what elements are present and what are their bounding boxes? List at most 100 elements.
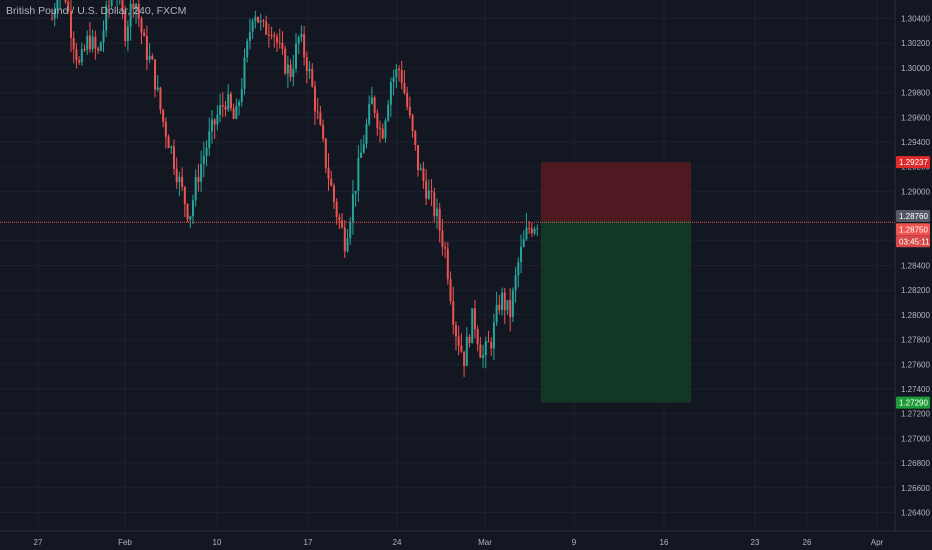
candle <box>376 109 379 136</box>
candle-body <box>349 221 352 239</box>
x-tick-label: 26 <box>803 538 812 547</box>
candle-body <box>162 109 165 122</box>
candle <box>303 25 306 66</box>
candle-body <box>278 42 281 44</box>
candle-body <box>446 248 449 280</box>
candle-body <box>248 31 251 41</box>
candle <box>501 287 504 316</box>
candle <box>281 31 284 55</box>
candle <box>159 86 162 114</box>
candle <box>433 187 436 222</box>
candle <box>156 75 159 92</box>
candle-body <box>503 292 506 311</box>
candle-body <box>457 336 460 346</box>
candle-body <box>346 238 349 252</box>
y-tick-label: 1.27800 <box>901 336 930 345</box>
candle-body <box>72 37 75 50</box>
candle <box>267 23 270 48</box>
y-tick-label: 1.27600 <box>901 360 930 369</box>
candle <box>167 134 170 148</box>
x-tick-label: Mar <box>478 538 492 547</box>
candle-body <box>360 152 363 158</box>
bar-countdown-tag-bg <box>896 235 930 248</box>
candle <box>425 169 428 206</box>
candle <box>51 10 53 21</box>
candle-body <box>389 82 392 105</box>
candle-body <box>471 308 474 343</box>
candle-body <box>189 216 192 220</box>
y-tick-label: 1.26600 <box>901 484 930 493</box>
candle-body <box>208 131 211 148</box>
candle-body <box>159 87 162 110</box>
candle-body <box>107 5 110 7</box>
candle <box>259 13 262 31</box>
candle <box>476 325 479 352</box>
candle <box>452 286 455 335</box>
candle <box>449 271 452 305</box>
candle <box>528 221 531 234</box>
candle-body <box>102 30 105 43</box>
candle-body <box>376 113 379 129</box>
candle <box>484 336 487 369</box>
stop-loss-zone[interactable] <box>541 162 691 222</box>
y-tick-label: 1.29800 <box>901 89 930 98</box>
candle <box>194 169 197 207</box>
x-tick-label: 27 <box>34 538 43 547</box>
candle-body <box>398 68 401 70</box>
candle <box>490 337 493 356</box>
candle-body <box>80 49 83 63</box>
candle-body <box>105 5 108 31</box>
candle <box>107 0 110 19</box>
candle <box>240 78 243 107</box>
candle-body <box>75 49 78 61</box>
candle <box>97 46 100 55</box>
candle <box>430 178 433 207</box>
candle-body <box>197 177 200 182</box>
candle <box>229 91 232 112</box>
candle-body <box>243 57 246 90</box>
candle-body <box>520 246 523 262</box>
candle <box>330 170 333 187</box>
candle <box>414 130 417 151</box>
candle <box>308 61 311 79</box>
candle <box>140 16 143 45</box>
candle <box>495 291 498 326</box>
candle-body <box>476 329 479 345</box>
candle <box>482 344 485 369</box>
candle <box>533 226 536 236</box>
take-profit-zone[interactable] <box>541 221 691 403</box>
candle <box>219 93 222 123</box>
candle <box>411 113 414 138</box>
candle-body <box>78 60 81 63</box>
candle-body <box>525 227 528 240</box>
current-price-tag-label: 1.28750 <box>899 225 928 234</box>
price-axis[interactable]: 1.30400 1.30200 1.30000 1.29800 1.29600 1.294… <box>894 0 932 550</box>
candle-body <box>170 146 173 148</box>
time-axis[interactable]: 27 Feb 10 17 24 Mar 9 16 23 26 Apr <box>0 530 932 547</box>
candle <box>257 16 260 24</box>
candle-body <box>406 93 409 107</box>
candle <box>270 26 273 40</box>
candle-body <box>140 18 143 33</box>
candle-body <box>216 114 219 125</box>
position-zones <box>541 162 691 403</box>
candle <box>208 117 211 156</box>
candle-body <box>422 168 425 181</box>
x-tick-label: Apr <box>871 538 884 547</box>
candle-body <box>262 20 265 22</box>
candle <box>362 134 365 154</box>
y-tick-label: 1.28400 <box>901 262 930 271</box>
candle-body <box>69 10 72 38</box>
candle-body <box>327 167 330 179</box>
candle-body <box>460 345 463 352</box>
candle-body <box>281 43 284 49</box>
candle-body <box>270 34 273 36</box>
candle <box>536 224 539 237</box>
candle <box>262 18 265 28</box>
candle <box>498 295 501 315</box>
candle <box>292 54 295 87</box>
candle <box>368 95 371 127</box>
candle-body <box>300 34 303 38</box>
candle <box>351 180 354 235</box>
